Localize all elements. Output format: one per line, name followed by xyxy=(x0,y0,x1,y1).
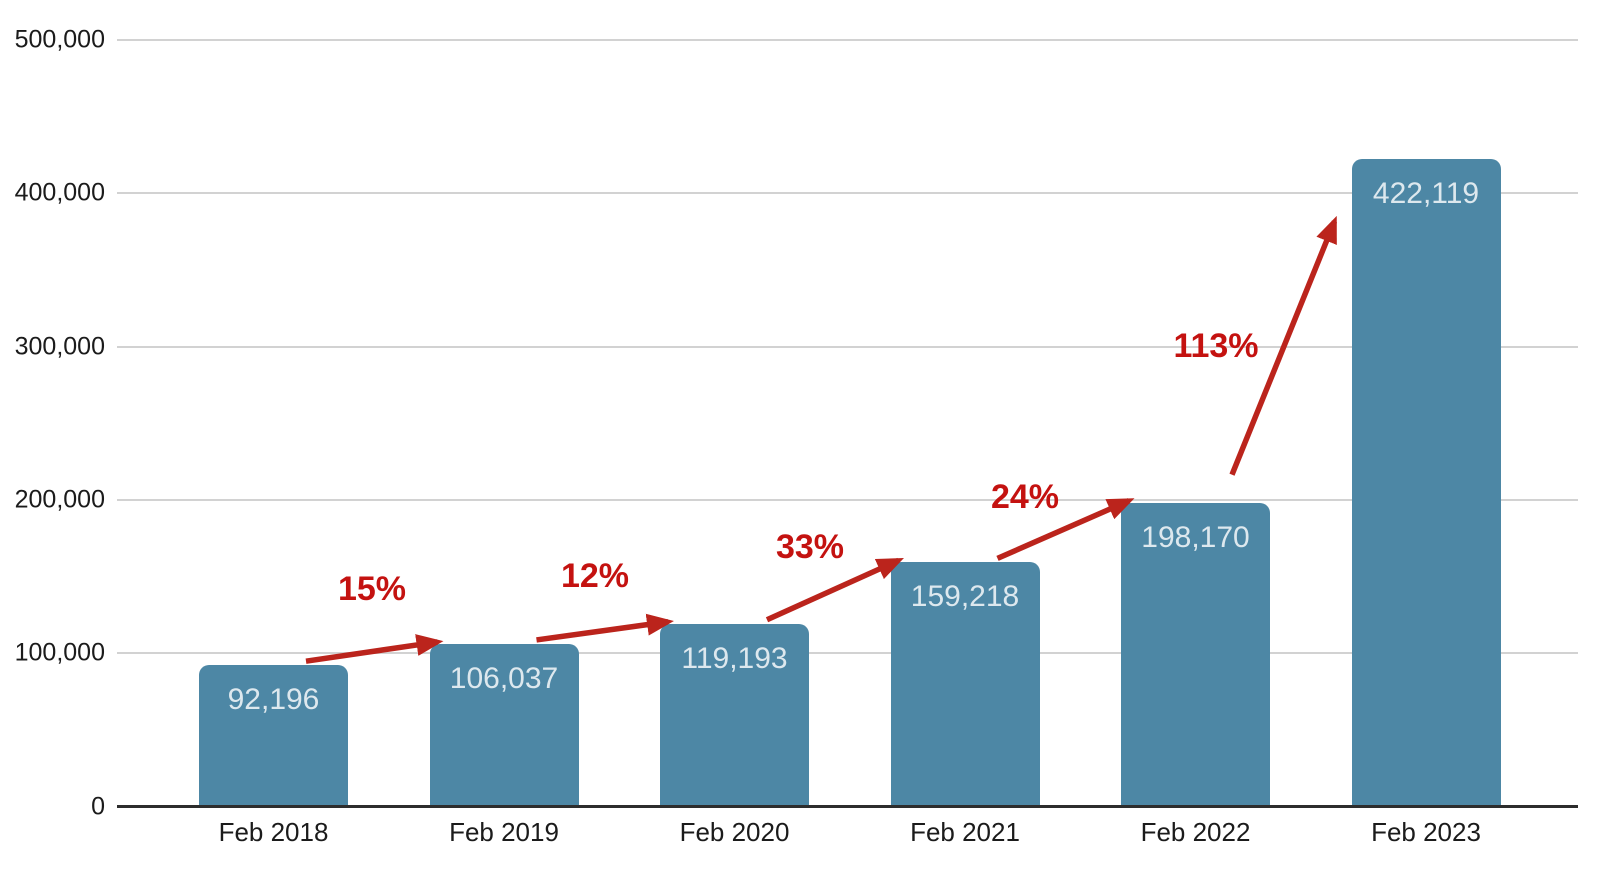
bar-feb-2018: 92,196 xyxy=(199,665,348,806)
gridline xyxy=(117,652,1578,655)
y-axis-tick-label: 500,000 xyxy=(14,25,105,54)
x-axis-label: Feb 2018 xyxy=(218,817,329,847)
growth-percent-label: 24% xyxy=(990,478,1060,516)
x-axis-label: Feb 2021 xyxy=(910,817,1020,847)
y-axis-tick-label: 300,000 xyxy=(14,332,105,361)
bar-feb-2023: 422,119 xyxy=(1351,159,1501,806)
gridline xyxy=(117,192,1578,195)
bar-value-label: 92,196 xyxy=(227,683,320,717)
y-axis-tick-label: 0 xyxy=(91,792,105,820)
y-axis-tick-label: 400,000 xyxy=(14,178,105,207)
x-axis-label: Feb 2019 xyxy=(449,817,559,847)
growth-percent-label: 12% xyxy=(560,557,630,595)
gridline xyxy=(117,39,1578,41)
growth-percent-label: 113% xyxy=(1173,327,1259,365)
gridline xyxy=(117,345,1578,348)
bar-value-label: 119,193 xyxy=(681,641,788,675)
growth-percent-label: 15% xyxy=(337,570,407,608)
bar-value-label: 198,170 xyxy=(1141,520,1250,554)
bar-value-label: 422,119 xyxy=(1372,177,1480,211)
x-axis-label: Feb 2023 xyxy=(1371,817,1481,847)
bar-feb-2022: 198,170 xyxy=(1121,502,1270,806)
bar-value-label: 106,037 xyxy=(449,661,559,695)
bar-feb-2020: 119,193 xyxy=(660,623,809,806)
x-axis-line xyxy=(117,805,1578,808)
bar-feb-2019: 106,037 xyxy=(429,643,579,806)
growth-percent-label: 33% xyxy=(775,528,845,566)
bar-feb-2021: 159,218 xyxy=(890,562,1040,806)
x-axis-label: Feb 2020 xyxy=(679,817,790,847)
x-axis-label: Feb 2022 xyxy=(1140,817,1251,847)
y-axis-tick-label: 100,000 xyxy=(14,638,105,667)
bar-value-label: 159,218 xyxy=(910,580,1020,614)
y-axis-tick-label: 200,000 xyxy=(14,485,105,514)
gridline xyxy=(117,498,1578,501)
